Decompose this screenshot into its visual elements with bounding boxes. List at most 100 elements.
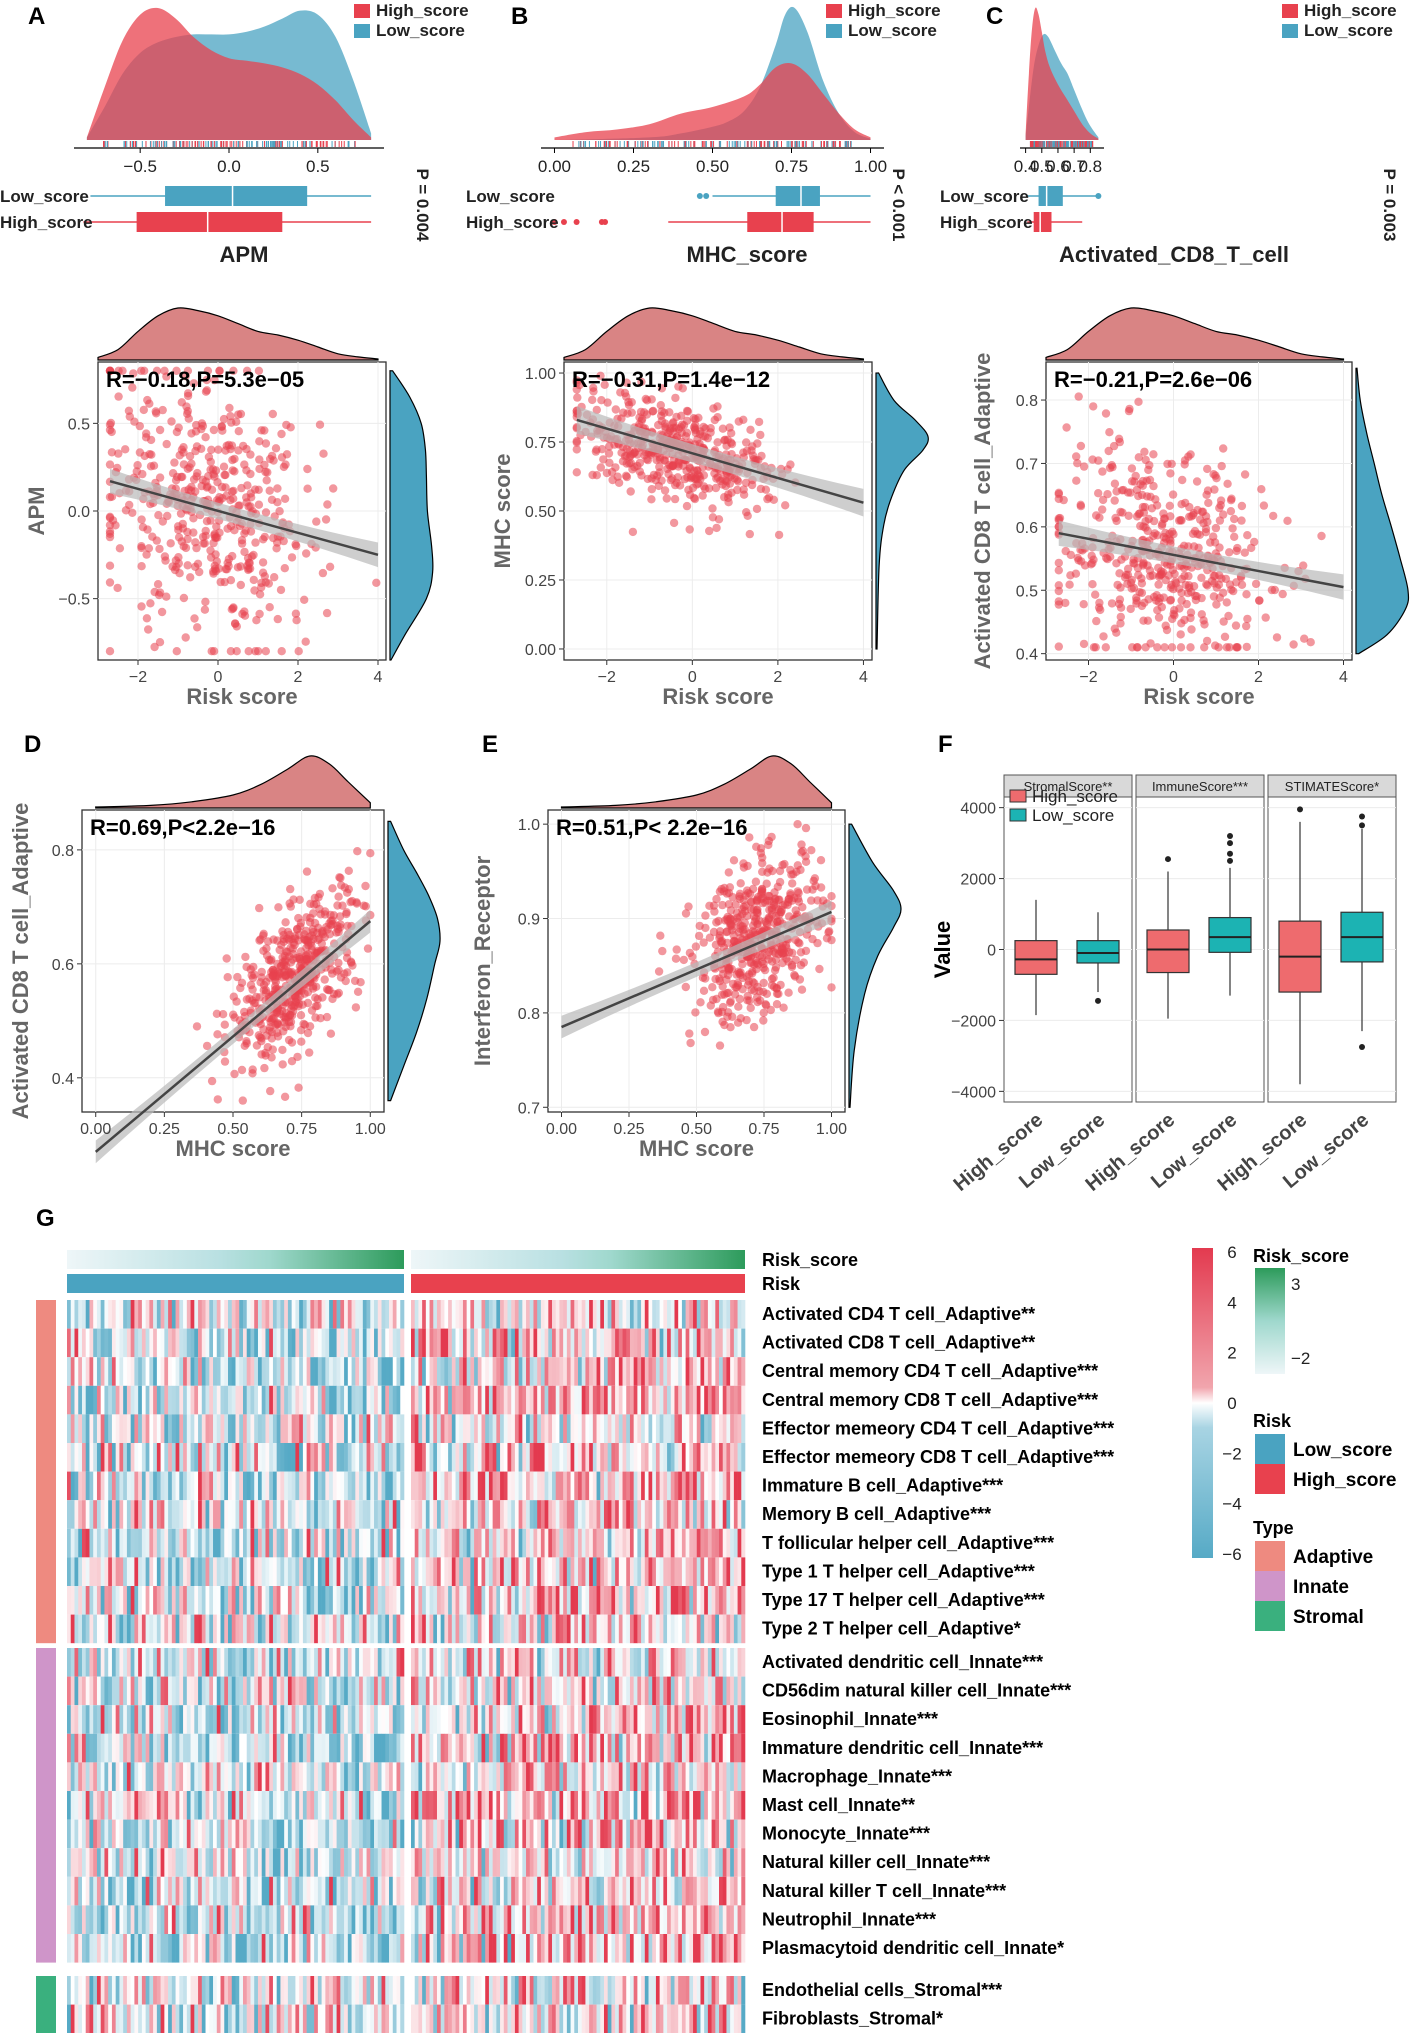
heatmap-cell [236, 1443, 240, 1472]
panel-label: D [24, 731, 41, 758]
heatmap-cell [649, 1300, 653, 1329]
y-tick-label: 0.6 [1016, 520, 1038, 537]
heatmap-cell [548, 1529, 552, 1558]
heatmap-cell [213, 1329, 217, 1358]
marginal-density-y [388, 821, 440, 1100]
heatmap-cell [385, 1357, 389, 1386]
heatmap-cell [634, 1329, 638, 1358]
data-point [266, 487, 274, 495]
data-point [1136, 522, 1144, 530]
heatmap-cell [228, 1329, 232, 1358]
data-point [786, 866, 794, 874]
data-point [223, 954, 231, 962]
heatmap-cell [741, 1329, 745, 1358]
heatmap-cell [482, 1357, 486, 1386]
heatmap-cell [217, 1557, 221, 1586]
data-point [204, 472, 212, 480]
data-point [220, 415, 228, 423]
heatmap-cell [726, 1300, 730, 1329]
heatmap-cell [589, 1300, 593, 1329]
data-point [1238, 502, 1246, 510]
heatmap-cell [456, 1443, 460, 1472]
heatmap-cell [194, 1529, 198, 1558]
data-point [794, 938, 802, 946]
heatmap-cell [593, 1500, 597, 1529]
heatmap-cell [686, 1329, 690, 1358]
heatmap-cell [663, 1357, 667, 1386]
data-point [1111, 480, 1119, 488]
heatmap-cell [194, 1500, 198, 1529]
heatmap-cell [198, 1443, 202, 1472]
heatmap-cell [430, 1300, 434, 1329]
heatmap-cell [548, 1329, 552, 1358]
data-point [229, 495, 237, 503]
heatmap-cell [634, 1300, 638, 1329]
heatmap-cell [86, 1414, 90, 1443]
heatmap-cell [146, 1529, 150, 1558]
heatmap-cell [67, 1357, 71, 1386]
heatmap-cell [704, 1443, 708, 1472]
data-point [1103, 490, 1111, 498]
data-point [246, 564, 254, 572]
heatmap-cell [593, 1472, 597, 1501]
heatmap-cell [168, 1300, 172, 1329]
heatmap-cell [741, 1443, 745, 1472]
heatmap-cell [485, 1472, 489, 1501]
heatmap-cell [712, 1386, 716, 1415]
heatmap-cell [108, 1529, 112, 1558]
heatmap-cell [243, 1557, 247, 1586]
heatmap-cell [693, 1529, 697, 1558]
heatmap-cell [689, 1529, 693, 1558]
heatmap-cell [519, 1500, 523, 1529]
heatmap-cell [273, 1443, 277, 1472]
heatmap-cell [615, 1529, 619, 1558]
data-point [1117, 556, 1125, 564]
heatmap-cell [470, 1329, 474, 1358]
heatmap-cell [243, 1386, 247, 1415]
heatmap-cell [179, 1557, 183, 1586]
heatmap-cell [452, 1443, 456, 1472]
heatmap-cell [426, 1500, 430, 1529]
legend-label: Low_score [376, 21, 465, 40]
y-tick-label: 0.0 [68, 504, 90, 521]
data-point [279, 1060, 287, 1068]
data-point [147, 462, 155, 470]
heatmap-cell [382, 1414, 386, 1443]
heatmap-cell [515, 1529, 519, 1558]
heatmap-cell [209, 1357, 213, 1386]
heatmap-cell [86, 1557, 90, 1586]
heatmap-cell [97, 1357, 101, 1386]
data-point [718, 901, 726, 909]
heatmap-cell [359, 1386, 363, 1415]
heatmap-cell [686, 1443, 690, 1472]
heatmap-cell [337, 1357, 341, 1386]
data-point [1260, 501, 1268, 509]
heatmap-cell [697, 1300, 701, 1329]
heatmap-cell [571, 1529, 575, 1558]
heatmap-cell [489, 1529, 493, 1558]
heatmap-cell [626, 1357, 630, 1386]
heatmap-cell [496, 1529, 500, 1558]
data-point [237, 581, 245, 589]
data-point [1115, 569, 1123, 577]
heatmap-cell [645, 1472, 649, 1501]
heatmap-cell [269, 1300, 273, 1329]
heatmap-cell [645, 1357, 649, 1386]
heatmap-cell [363, 1500, 367, 1529]
data-point [1105, 428, 1113, 436]
data-point [262, 647, 270, 655]
data-point [251, 647, 259, 655]
heatmap-cell [97, 1529, 101, 1558]
heatmap-cell [430, 1529, 434, 1558]
heatmap-cell [678, 1414, 682, 1443]
data-point [1134, 492, 1142, 500]
heatmap-cell [164, 1529, 168, 1558]
heatmap-cell [224, 1386, 228, 1415]
heatmap-cell [344, 1300, 348, 1329]
heatmap-cell [522, 1300, 526, 1329]
data-point [770, 901, 778, 909]
heatmap-cell [299, 1357, 303, 1386]
heatmap-cell [209, 1472, 213, 1501]
heatmap-cell [678, 1529, 682, 1558]
heatmap-cell [738, 1500, 742, 1529]
